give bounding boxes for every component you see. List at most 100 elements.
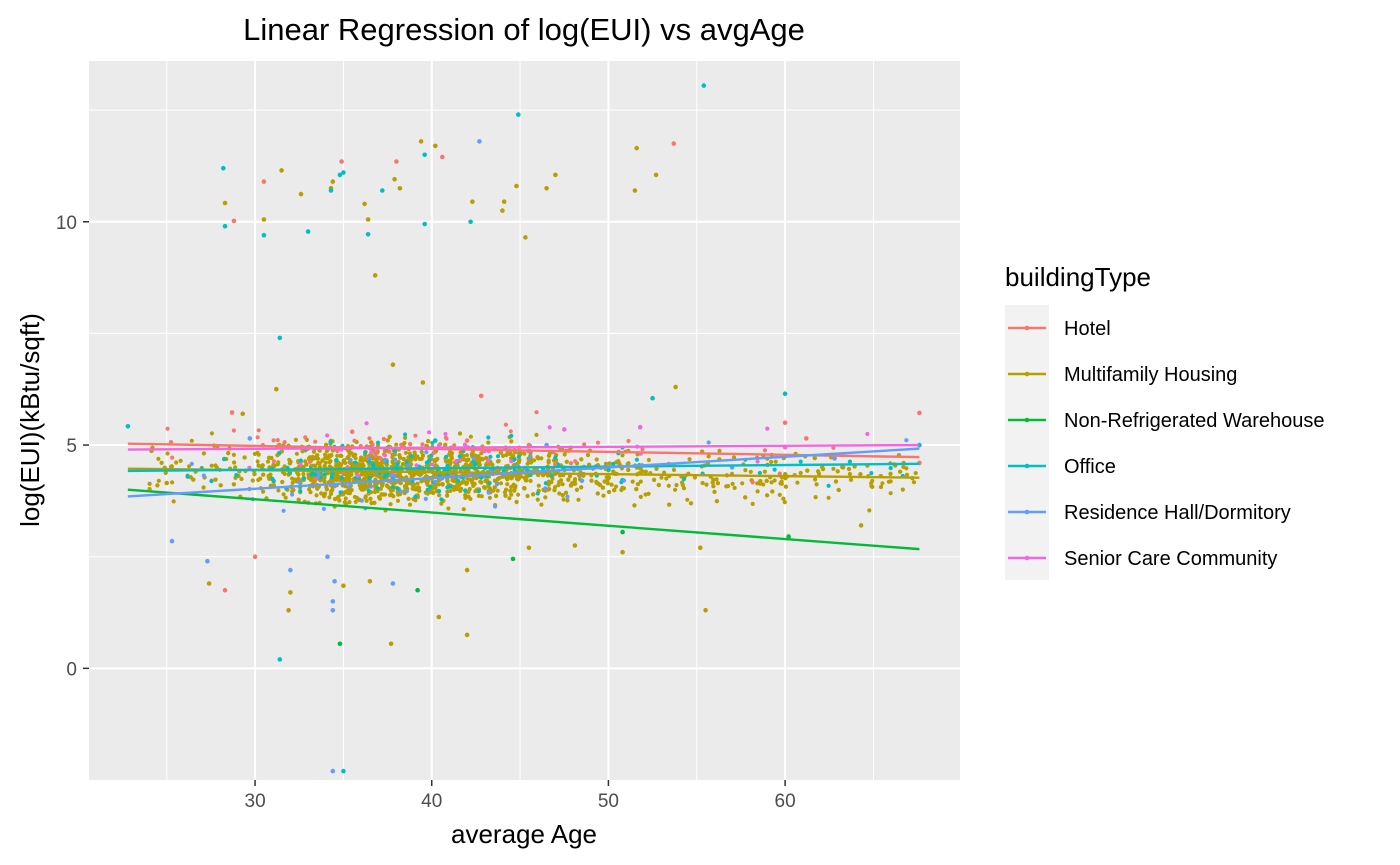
scatter-point <box>164 480 169 486</box>
scatter-point <box>308 477 313 482</box>
scatter-point <box>290 492 295 497</box>
scatter-point <box>710 480 715 485</box>
scatter-point <box>535 497 540 502</box>
scatter-point <box>382 453 388 458</box>
scatter-point <box>437 489 442 494</box>
scatter-point <box>826 483 831 488</box>
scatter-point <box>252 472 257 477</box>
scatter-point <box>271 459 276 464</box>
scatter-point <box>394 159 399 164</box>
scatter-point <box>772 467 777 472</box>
scatter-point <box>603 461 609 466</box>
scatter-point <box>300 449 305 454</box>
scatter-point <box>594 479 599 484</box>
scatter-point <box>498 481 504 486</box>
scatter-point <box>492 485 497 490</box>
scatter-point <box>209 431 214 436</box>
scatter-point <box>365 485 370 490</box>
scatter-point <box>643 492 648 497</box>
scatter-point <box>305 229 311 234</box>
scatter-point <box>597 482 603 488</box>
scatter-point <box>266 455 272 460</box>
scatter-point <box>364 421 369 426</box>
scatter-point <box>528 478 533 483</box>
scatter-point <box>820 465 825 470</box>
scatter-point <box>563 490 569 495</box>
scatter-point <box>291 487 296 493</box>
y-tick-label: 5 <box>66 436 77 457</box>
scatter-point <box>403 435 408 440</box>
scatter-point <box>473 462 478 467</box>
legend-key-point <box>1024 509 1030 515</box>
scatter-point <box>605 481 610 486</box>
scatter-point <box>470 199 475 204</box>
scatter-point <box>341 583 346 588</box>
scatter-point <box>448 449 453 454</box>
scatter-point <box>464 438 470 443</box>
scatter-point <box>343 496 348 501</box>
scatter-point <box>504 487 509 492</box>
scatter-point <box>609 482 614 487</box>
scatter-point <box>355 473 360 478</box>
scatter-point <box>256 477 261 483</box>
scatter-point <box>869 471 874 476</box>
scatter-point <box>325 433 330 438</box>
scatter-point <box>406 496 411 501</box>
scatter-point <box>652 477 657 482</box>
scatter-point <box>757 470 763 476</box>
scatter-point <box>486 458 491 463</box>
scatter-point <box>365 217 371 222</box>
scatter-point <box>171 499 176 504</box>
scatter-point <box>392 449 398 454</box>
scatter-point <box>412 450 417 455</box>
scatter-point <box>174 460 179 465</box>
scatter-point <box>516 477 521 482</box>
scatter-point <box>414 486 419 491</box>
scatter-point <box>430 462 435 467</box>
scatter-point <box>468 219 473 225</box>
scatter-point <box>798 470 803 476</box>
scatter-point <box>242 455 247 460</box>
scatter-point <box>382 474 387 479</box>
scatter-point <box>463 493 468 498</box>
scatter-point <box>452 487 457 492</box>
scatter-point <box>330 768 336 774</box>
scatter-point <box>307 459 312 464</box>
regression-lines <box>127 442 920 551</box>
scatter-point <box>277 335 283 341</box>
scatter-point <box>505 482 510 487</box>
scatter-point <box>509 433 514 438</box>
scatter-point <box>301 476 306 481</box>
scatter-point <box>638 466 643 471</box>
scatter-point <box>255 459 260 464</box>
scatter-point <box>385 438 390 443</box>
scatter-point <box>743 495 748 500</box>
scatter-point <box>315 486 320 491</box>
scatter-point <box>782 420 788 426</box>
scatter-point <box>516 112 521 117</box>
scatter-point <box>671 141 677 146</box>
scatter-point <box>325 455 330 461</box>
scatter-point <box>715 481 721 486</box>
scatter-point <box>444 454 449 459</box>
scatter-point <box>341 170 346 175</box>
scatter-point <box>464 480 470 486</box>
scatter-point <box>281 508 286 513</box>
scatter-point <box>501 453 506 458</box>
scatter-point <box>316 474 321 480</box>
scatter-point <box>328 491 334 496</box>
scatter-point <box>477 462 482 467</box>
scatter-point <box>553 462 558 467</box>
scatter-point <box>543 481 549 486</box>
scatter-point <box>888 466 893 471</box>
scatter-point <box>358 464 363 469</box>
scatter-point <box>779 479 784 484</box>
scatter-point <box>330 471 335 476</box>
scatter-point <box>347 484 352 489</box>
scatter-point <box>398 455 403 460</box>
scatter-point <box>611 461 616 466</box>
scatter-point <box>436 443 441 448</box>
scatter-point <box>531 492 536 497</box>
scatter-point <box>226 451 231 456</box>
scatter-point <box>375 486 380 491</box>
